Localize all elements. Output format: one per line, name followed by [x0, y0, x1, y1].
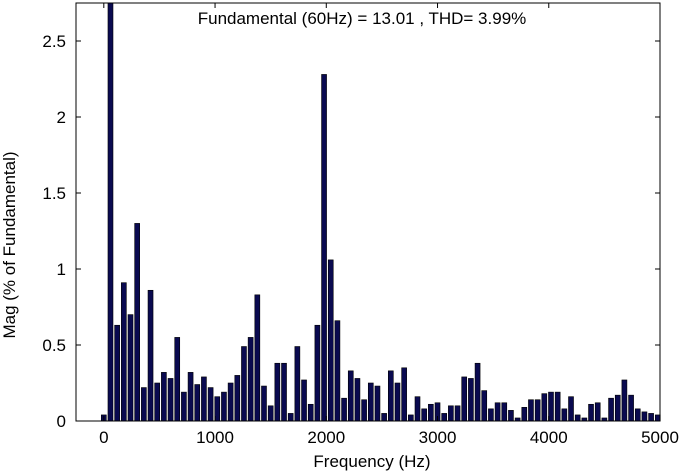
bar-3300hz	[468, 378, 474, 422]
bar-1080hz	[221, 391, 227, 422]
bar-4620hz	[614, 394, 621, 422]
x-tick-label-1000: 1000	[196, 428, 234, 447]
bar-180hz	[121, 282, 127, 422]
bar-1200hz	[234, 375, 241, 422]
y-tick-label-0.5: 0.5	[42, 336, 66, 355]
bar-1440hz	[261, 385, 267, 422]
bar-2580hz	[387, 370, 394, 422]
bar-4140hz	[561, 408, 568, 422]
bar-120hz	[114, 324, 120, 422]
bar-3780hz	[521, 407, 528, 422]
bar-3060hz	[441, 413, 448, 422]
x-axis-label: Frequency (Hz)	[313, 452, 430, 471]
bar-1260hz	[241, 346, 247, 422]
bar-4800hz	[634, 408, 641, 422]
bar-3180hz	[454, 405, 461, 422]
bar-4740hz	[628, 394, 634, 422]
bar-2460hz	[374, 385, 381, 422]
bar-3660hz	[508, 410, 514, 422]
bar-3960hz	[541, 393, 548, 422]
bar-4560hz	[608, 397, 614, 422]
bar-1620hz	[281, 362, 287, 422]
bar-2940hz	[428, 403, 434, 422]
y-tick-label-1: 1	[57, 260, 66, 279]
bar-2340hz	[361, 399, 367, 422]
x-tick-label-2000: 2000	[307, 428, 345, 447]
bar-2040hz	[327, 259, 334, 422]
bar-4860hz	[641, 411, 648, 422]
bar-2160hz	[341, 397, 347, 422]
bar-300hz	[134, 223, 140, 422]
bar-240hz	[127, 314, 134, 422]
y-axis-label: Mag (% of Fundamental)	[0, 151, 19, 338]
bar-3600hz	[501, 402, 508, 422]
bar-1320hz	[247, 337, 254, 422]
bar-2760hz	[408, 414, 414, 422]
bar-600hz	[167, 378, 174, 422]
bar-780hz	[187, 372, 194, 422]
x-tick-label-0: 0	[99, 428, 108, 447]
bar-2280hz	[354, 378, 361, 422]
bar-1920hz	[314, 324, 321, 422]
bar-2880hz	[421, 408, 427, 422]
bar-60hz	[107, 2, 114, 422]
bar-3120hz	[448, 405, 454, 422]
plot-frame	[75, 2, 661, 422]
bar-4920hz	[648, 413, 654, 422]
bar-1140hz	[227, 382, 234, 422]
bar-1860hz	[307, 403, 314, 422]
x-tick-label-3000: 3000	[419, 428, 457, 447]
y-tick-label-1.5: 1.5	[42, 184, 66, 203]
bar-3480hz	[488, 408, 494, 422]
bar-4260hz	[574, 414, 581, 422]
chart-title: Fundamental (60Hz) = 13.01 , THD= 3.99%	[198, 9, 527, 28]
y-axis-ticks: 0 0.5 1 1.5 2 2.5	[42, 32, 660, 431]
bar-2640hz	[394, 382, 401, 422]
bar-720hz	[181, 391, 187, 422]
bar-2100hz	[334, 320, 341, 422]
bar-1740hz	[294, 346, 301, 422]
bar-420hz	[147, 289, 154, 422]
bar-840hz	[194, 384, 201, 422]
bar-1380hz	[254, 294, 261, 422]
bar-4680hz	[621, 379, 628, 422]
bar-4440hz	[594, 402, 601, 422]
bar-2400hz	[367, 382, 374, 422]
bar-4380hz	[588, 403, 594, 422]
bar-360hz	[141, 387, 147, 422]
bar-480hz	[154, 382, 160, 422]
bar-2220hz	[347, 370, 354, 422]
bar-1980hz	[321, 74, 327, 422]
bar-1500hz	[267, 405, 274, 422]
bar-3420hz	[481, 390, 488, 422]
bar-3360hz	[474, 362, 481, 422]
bar-1560hz	[274, 362, 281, 422]
bar-540hz	[161, 372, 167, 422]
bar-3540hz	[494, 402, 501, 422]
x-axis-ticks: 0 1000 2000 3000 4000 5000	[99, 3, 679, 447]
y-tick-label-2.5: 2.5	[42, 32, 66, 51]
x-tick-label-5000: 5000	[641, 428, 679, 447]
bar-4080hz	[554, 391, 561, 422]
bar-1680hz	[287, 413, 294, 422]
bar-2820hz	[414, 396, 421, 422]
bar-4200hz	[568, 396, 574, 422]
bar-3840hz	[528, 399, 534, 422]
bar-2700hz	[401, 367, 407, 422]
bar-3900hz	[534, 399, 541, 422]
bar-2520hz	[381, 413, 387, 422]
bar-900hz	[201, 376, 207, 422]
bar-960hz	[207, 387, 214, 422]
bar-1800hz	[301, 379, 307, 422]
y-tick-label-2: 2	[57, 108, 66, 127]
bar-660hz	[174, 337, 181, 422]
x-tick-label-4000: 4000	[530, 428, 568, 447]
bar-3240hz	[461, 376, 468, 422]
y-tick-label-0: 0	[57, 412, 66, 431]
